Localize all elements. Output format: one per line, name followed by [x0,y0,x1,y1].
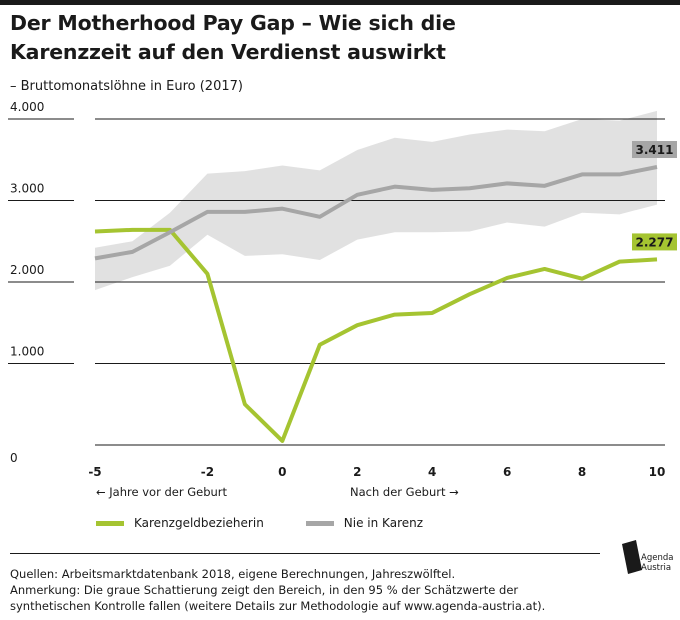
logo-line-2: Austria [641,563,672,573]
x-tick-label-3: 2 [353,465,361,479]
end-label-box-0 [632,233,677,251]
x-tick-label-0: -5 [88,465,101,479]
logo-line-1: Agenda [641,553,674,563]
sources-line-1: Quellen: Arbeitsmarktdatenbank 2018, eig… [10,567,456,581]
chart-subtitle: – Bruttomonatslöhne in Euro (2017) [10,79,243,94]
years-after-note: Nach der Geburt → [350,485,459,499]
sources-line-2: Anmerkung: Die graue Schattierung zeigt … [10,583,519,597]
y-tick-label-3000: 3.000 [10,182,44,196]
x-tick-label-5: 6 [503,465,511,479]
x-tick-label-2: 0 [278,465,286,479]
y-tick-label-0: 0 [10,451,18,465]
end-label-0: 2.277 [636,235,674,249]
series-line-0 [94,227,658,443]
x-tick-label-1: -2 [201,465,214,479]
top-bar [0,0,680,5]
sources-note: Quellen: Arbeitsmarktdatenbank 2018, eig… [10,566,610,614]
legend-item-nie: Nie in Karenz [305,516,424,530]
y-tick-label-1000: 1.000 [10,345,44,359]
legend-swatch-nie [305,520,334,526]
series-line-1 [94,165,658,261]
legend: Karenzgeldbezieherin Nie in Karenz [96,516,465,530]
title-line-2: Karenzzeit auf den Verdienst auswirkt [10,40,446,64]
years-before-note: ← Jahre vor der Geburt [96,485,228,499]
y-tick-label-2000: 2.000 [10,263,44,277]
legend-label-nie: Nie in Karenz [343,516,424,530]
x-tick-label-4: 4 [428,465,436,479]
end-label-box-1 [632,141,677,159]
chart-title: Der Motherhood Pay Gap – Wie sich die Ka… [10,9,670,67]
x-tick-label-7: 10 [649,465,666,479]
sources-line-3: synthetischen Kontrolle fallen (weitere … [10,599,546,613]
logo-text: Agenda Austria [641,553,673,573]
legend-swatch-karenz [96,520,124,526]
y-tick-label-4000: 4.000 [10,100,44,114]
legend-item-karenz: Karenzgeldbezieherin [96,516,264,530]
legend-label-karenz: Karenzgeldbezieherin [134,516,264,530]
agenda-austria-logo [622,540,642,574]
x-tick-label-6: 8 [578,465,586,479]
footer-divider [10,553,600,554]
title-line-1: Der Motherhood Pay Gap – Wie sich die [10,11,456,35]
end-label-1: 3.411 [636,143,674,157]
